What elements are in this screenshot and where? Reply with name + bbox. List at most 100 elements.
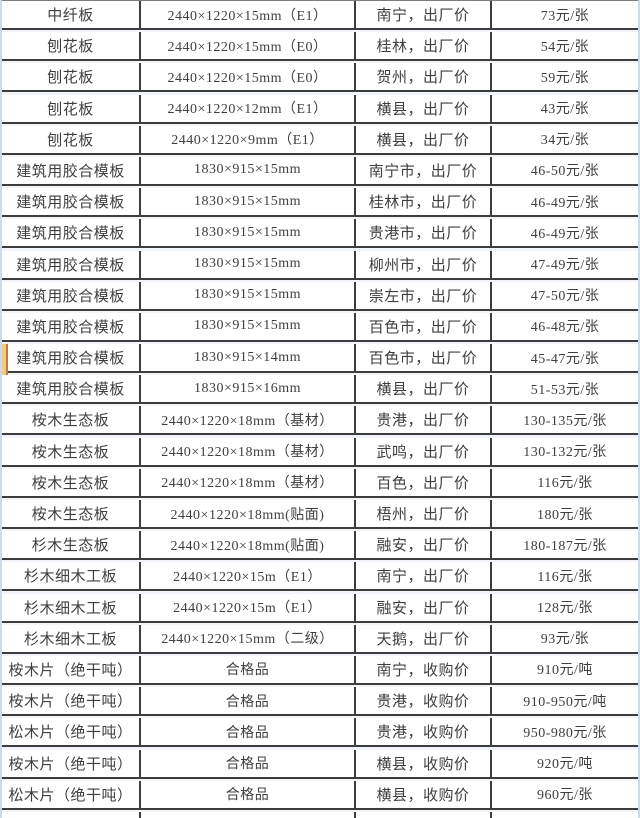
price-cell[interactable]: 46-48元/张 — [530, 320, 600, 336]
price-cell[interactable]: 116元/张 — [537, 476, 593, 492]
product-cell[interactable]: 建筑用胶合模板 — [2, 250, 141, 278]
market-cell[interactable]: 百色，出厂价 — [356, 468, 492, 496]
market-cell[interactable]: 南宁市，出厂价 — [356, 156, 492, 184]
product-cell[interactable]: 刨花板 — [2, 94, 141, 122]
price-cell[interactable]: 116元/张 — [537, 569, 593, 585]
product-cell[interactable]: 桉木生态板 — [2, 406, 141, 434]
product-cell[interactable]: 杉木细木工板 — [2, 562, 141, 590]
price-cell[interactable]: 920元/吨 — [537, 757, 593, 772]
market-cell[interactable]: 横县，出厂价 — [356, 125, 492, 153]
price-cell[interactable]: 45-47元/张 — [530, 351, 600, 367]
market-cell[interactable]: 贺州，出厂价 — [356, 63, 492, 91]
price-cell[interactable]: 180-187元/张 — [523, 538, 607, 554]
price-cell[interactable]: 180元/张 — [537, 507, 593, 523]
spec-cell[interactable]: 合格品 — [141, 655, 356, 683]
price-cell[interactable]: 960元/张 — [537, 788, 593, 804]
market-cell[interactable]: 横县，收购价 — [356, 749, 492, 777]
price-cell[interactable]: 73元/张 — [540, 8, 590, 24]
market-cell[interactable]: 南宁，出厂价 — [356, 1, 492, 28]
price-cell[interactable]: 950-980元/张 — [523, 725, 607, 741]
product-cell[interactable]: 刨花板 — [2, 32, 141, 60]
product-cell[interactable]: 建筑用胶合模板 — [2, 188, 141, 216]
spec-cell[interactable]: 2440×1220×15m（E1） — [141, 593, 356, 621]
spec-cell[interactable]: 2440×1220×15m（E1） — [141, 562, 356, 590]
market-cell[interactable]: 贵港，收购价 — [356, 687, 492, 715]
market-cell[interactable]: 横县，出厂价 — [356, 375, 492, 403]
price-cell[interactable]: 910-950元/吨 — [523, 694, 607, 710]
price-cell[interactable]: 34元/张 — [540, 133, 590, 149]
spec-cell[interactable]: 1830×915×14mm — [141, 344, 356, 372]
product-cell[interactable]: 建筑用胶合模板 — [2, 219, 141, 247]
price-cell[interactable]: 46-49元/张 — [530, 195, 600, 211]
market-cell[interactable]: 融安，出厂价 — [356, 531, 492, 559]
market-cell[interactable]: 梧州，出厂价 — [356, 500, 492, 527]
market-cell[interactable]: 崇左市，出厂价 — [356, 281, 492, 309]
product-cell[interactable]: 杉木细木工板 — [2, 624, 141, 652]
spec-cell[interactable]: 1830×915×15mm — [141, 156, 356, 184]
spec-cell[interactable]: 2440×1220×18mm（基材） — [141, 437, 356, 465]
price-cell[interactable]: 93元/张 — [540, 632, 590, 648]
price-cell[interactable]: 910元/吨 — [537, 663, 593, 679]
spec-cell[interactable]: 1830×915×15mm — [141, 219, 356, 247]
product-cell[interactable]: 建筑用胶合模板 — [2, 281, 141, 309]
spec-cell[interactable]: 2440×1220×9mm（E1） — [141, 125, 356, 153]
market-cell[interactable]: 贵港，收购价 — [356, 718, 492, 746]
spec-cell[interactable]: 1830×915×15mm — [141, 312, 356, 340]
product-cell[interactable]: 中纤板 — [2, 1, 141, 28]
market-cell[interactable]: 横县，出厂价 — [356, 94, 492, 122]
product-cell[interactable]: 桉木生态板 — [2, 437, 141, 465]
price-cell[interactable]: 46-49元/张 — [530, 226, 600, 242]
price-cell[interactable]: 43元/张 — [540, 102, 590, 118]
product-cell[interactable]: 刨花板 — [2, 63, 141, 91]
spec-cell[interactable]: 1830×915×15mm — [141, 250, 356, 278]
spec-cell[interactable]: 合格品 — [141, 718, 356, 746]
spec-cell[interactable]: 1830×915×16mm — [141, 375, 356, 403]
price-cell[interactable]: 130-135元/张 — [523, 413, 607, 429]
market-cell[interactable]: 南宁，收购价 — [356, 655, 492, 683]
product-cell[interactable]: 刨花板 — [2, 125, 141, 153]
spec-cell[interactable]: 合格品 — [141, 687, 356, 715]
spec-cell[interactable]: 合格品 — [141, 749, 356, 777]
product-cell[interactable]: 杉木细木工板 — [2, 593, 141, 621]
product-cell[interactable]: 建筑用胶合模板 — [2, 344, 141, 372]
spec-cell[interactable]: 2440×1220×18mm(贴面) — [141, 531, 356, 559]
spec-cell[interactable]: 合格品 — [141, 780, 356, 808]
spec-cell[interactable]: 1830×915×15mm — [141, 281, 356, 309]
price-cell[interactable]: 130-132元/张 — [523, 445, 607, 461]
market-cell[interactable]: 贵港市，出厂价 — [356, 219, 492, 247]
spec-cell[interactable]: 2440×1220×15mm（E0） — [141, 63, 356, 91]
market-cell[interactable]: 南宁，出厂价 — [356, 562, 492, 590]
product-cell[interactable]: 桉木片（绝干吨） — [2, 687, 141, 715]
spec-cell[interactable]: 2440×1220×12mm（E1） — [141, 94, 356, 122]
spec-cell[interactable]: 2440×1220×15mm（二级） — [141, 624, 356, 652]
price-cell[interactable]: 128元/张 — [537, 601, 593, 617]
product-cell[interactable]: 建筑用胶合模板 — [2, 375, 141, 403]
spec-cell[interactable]: 2440×1220×15mm（E1） — [141, 1, 356, 28]
market-cell[interactable]: 百色市，出厂价 — [356, 344, 492, 372]
market-cell[interactable]: 百色市，出厂价 — [356, 312, 492, 340]
spec-cell[interactable]: 2440×1220×18mm(贴面) — [141, 500, 356, 527]
market-cell[interactable]: 武鸣，出厂价 — [356, 437, 492, 465]
product-cell[interactable]: 建筑用胶合模板 — [2, 156, 141, 184]
spec-cell[interactable]: 1830×915×15mm — [141, 188, 356, 216]
price-cell[interactable]: 47-50元/张 — [530, 289, 600, 305]
spec-cell[interactable]: 2440×1220×15mm（E0） — [141, 32, 356, 60]
price-cell[interactable]: 46-50元/张 — [530, 164, 600, 180]
market-cell[interactable]: 桂林市，出厂价 — [356, 188, 492, 216]
product-cell[interactable]: 建筑用胶合模板 — [2, 312, 141, 340]
price-cell[interactable]: 47-49元/张 — [530, 258, 600, 273]
market-cell[interactable]: 柳州市，出厂价 — [356, 250, 492, 278]
price-cell[interactable]: 51-53元/张 — [530, 382, 600, 398]
product-cell[interactable]: 桉木片（绝干吨） — [2, 749, 141, 777]
market-cell[interactable]: 贵港，出厂价 — [356, 406, 492, 434]
product-cell[interactable]: 松木片（绝干吨） — [2, 780, 141, 808]
price-cell[interactable]: 59元/张 — [540, 70, 590, 86]
product-cell[interactable]: 桉木生态板 — [2, 468, 141, 496]
spec-cell[interactable]: 2440×1220×18mm（基材） — [141, 468, 356, 496]
market-cell[interactable]: 融安，出厂价 — [356, 593, 492, 621]
spec-cell[interactable]: 2440×1220×18mm（基材） — [141, 406, 356, 434]
product-cell[interactable]: 松木片（绝干吨） — [2, 718, 141, 746]
market-cell[interactable]: 天鹅，出厂价 — [356, 624, 492, 652]
price-cell[interactable]: 54元/张 — [540, 39, 590, 55]
product-cell[interactable]: 桉木生态板 — [2, 500, 141, 527]
